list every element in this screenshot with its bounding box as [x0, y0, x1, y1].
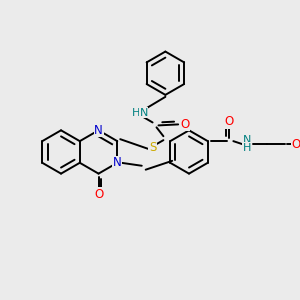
Text: N: N: [140, 108, 148, 118]
Text: O: O: [225, 115, 234, 128]
Text: S: S: [149, 140, 156, 154]
Text: O: O: [292, 138, 300, 151]
Text: H: H: [132, 108, 140, 118]
Text: H: H: [243, 143, 251, 153]
Text: O: O: [94, 188, 103, 201]
Text: N: N: [243, 135, 251, 145]
Text: N: N: [113, 156, 122, 169]
Text: O: O: [180, 118, 190, 131]
Text: N: N: [94, 124, 103, 137]
